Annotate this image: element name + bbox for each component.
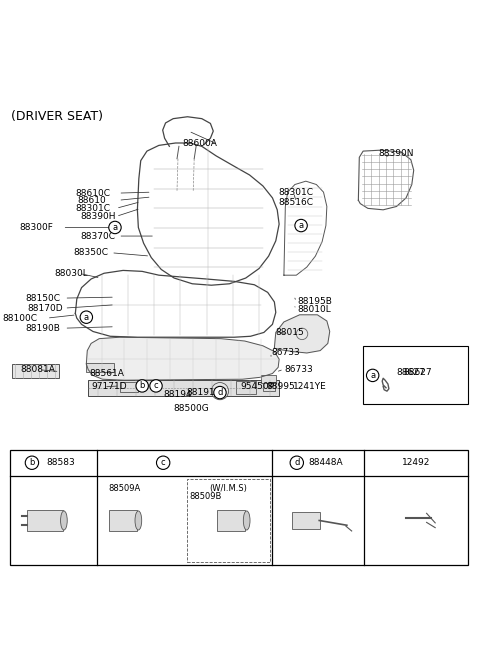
Bar xyxy=(88,380,279,396)
Text: c: c xyxy=(154,381,158,391)
Polygon shape xyxy=(275,315,330,353)
Text: (DRIVER SEAT): (DRIVER SEAT) xyxy=(11,109,103,123)
Bar xyxy=(12,364,59,379)
Text: 86733: 86733 xyxy=(284,365,312,374)
Text: 95450P: 95450P xyxy=(240,382,274,391)
Bar xyxy=(109,510,137,531)
Text: 88015: 88015 xyxy=(276,328,304,337)
Bar xyxy=(363,346,468,404)
Circle shape xyxy=(290,456,303,469)
Text: 88194: 88194 xyxy=(164,391,192,400)
Text: d: d xyxy=(294,458,300,467)
Bar xyxy=(187,479,270,562)
Circle shape xyxy=(156,456,170,469)
Circle shape xyxy=(25,456,38,469)
Text: 88010L: 88010L xyxy=(297,305,331,314)
Circle shape xyxy=(211,383,228,400)
Circle shape xyxy=(80,311,93,324)
Text: 12492: 12492 xyxy=(402,458,430,467)
Text: 88583: 88583 xyxy=(46,458,75,467)
Bar xyxy=(216,510,245,531)
Text: 88100C: 88100C xyxy=(2,314,37,323)
Text: 88195B: 88195B xyxy=(297,298,332,306)
Text: 88561A: 88561A xyxy=(90,369,124,379)
Ellipse shape xyxy=(243,511,250,530)
Text: 88500G: 88500G xyxy=(173,404,209,413)
Text: 88030L: 88030L xyxy=(54,269,88,278)
Text: 88300F: 88300F xyxy=(20,223,53,232)
Text: 88600A: 88600A xyxy=(182,139,217,149)
Circle shape xyxy=(109,221,121,233)
Circle shape xyxy=(150,380,162,392)
Text: 88627: 88627 xyxy=(403,368,432,377)
Text: b: b xyxy=(140,381,145,391)
Text: 86733: 86733 xyxy=(271,348,300,357)
Text: c: c xyxy=(161,458,166,467)
Text: 88610: 88610 xyxy=(78,196,107,205)
Text: 88390N: 88390N xyxy=(378,149,414,158)
Text: (W/I.M.S): (W/I.M.S) xyxy=(210,484,248,493)
Bar xyxy=(120,382,138,392)
Text: a: a xyxy=(112,223,118,232)
Bar xyxy=(263,381,276,391)
Text: 88509B: 88509B xyxy=(190,493,222,501)
Bar xyxy=(262,375,276,383)
Text: 88627: 88627 xyxy=(396,367,425,377)
Circle shape xyxy=(214,387,226,398)
Bar xyxy=(27,510,63,531)
Circle shape xyxy=(295,219,307,232)
Text: 88190B: 88190B xyxy=(25,324,60,333)
Ellipse shape xyxy=(60,511,67,530)
Text: 88301C: 88301C xyxy=(75,204,110,213)
Text: a: a xyxy=(84,313,89,322)
Text: 88516C: 88516C xyxy=(278,198,313,207)
Circle shape xyxy=(366,369,379,382)
Text: a: a xyxy=(299,221,304,230)
Text: 1241YE: 1241YE xyxy=(293,382,327,391)
Circle shape xyxy=(136,380,148,392)
Text: 88170D: 88170D xyxy=(28,304,63,313)
Text: 88610C: 88610C xyxy=(75,188,110,198)
Polygon shape xyxy=(86,337,279,380)
Text: 88995: 88995 xyxy=(266,382,295,391)
Text: 88509A: 88509A xyxy=(109,484,141,493)
Bar xyxy=(236,381,256,394)
Text: a: a xyxy=(370,371,375,380)
Text: 88191J: 88191J xyxy=(187,388,218,397)
Bar xyxy=(10,450,468,566)
Text: 88150C: 88150C xyxy=(25,294,60,302)
Ellipse shape xyxy=(135,511,142,530)
Text: b: b xyxy=(29,458,35,467)
Text: 88350C: 88350C xyxy=(73,248,108,257)
Bar xyxy=(292,512,320,529)
Text: 88301C: 88301C xyxy=(278,188,313,197)
Text: 88390H: 88390H xyxy=(80,212,116,221)
Bar xyxy=(86,363,114,372)
Text: 97171D: 97171D xyxy=(91,383,127,391)
Text: 88370C: 88370C xyxy=(80,231,115,241)
Text: 88081A: 88081A xyxy=(21,365,55,374)
Text: 88448A: 88448A xyxy=(308,458,343,467)
Text: d: d xyxy=(217,388,223,397)
